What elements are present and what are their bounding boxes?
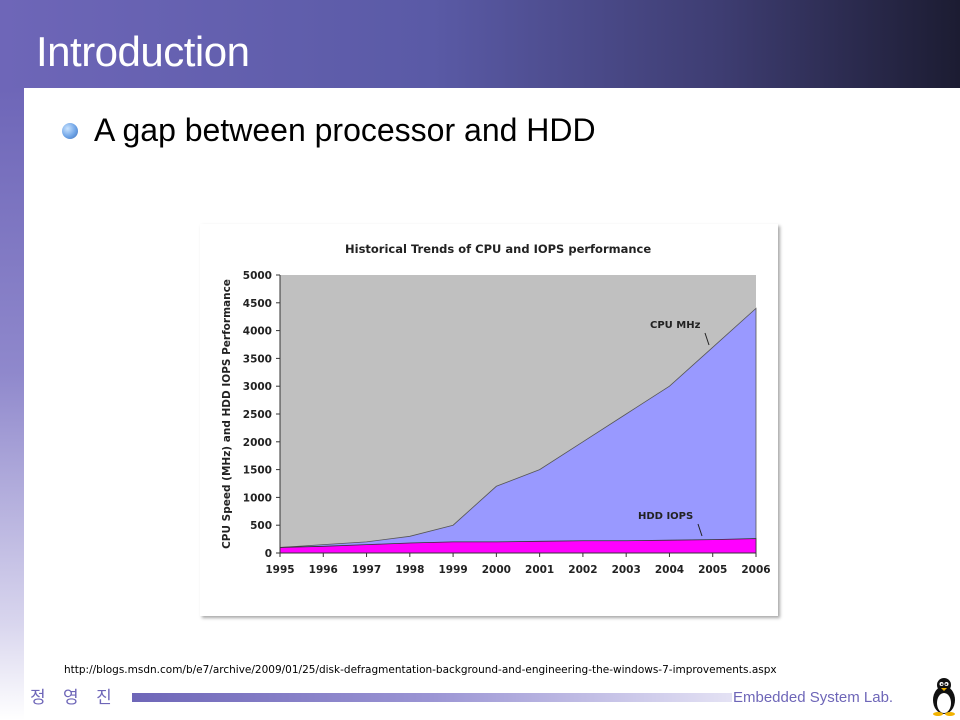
- chart-figure: Historical Trends of CPU and IOPS perfor…: [200, 224, 778, 616]
- y-tick-label: 1500: [243, 465, 272, 477]
- penguin-logo-icon: [933, 678, 955, 716]
- x-tick-label: 2002: [568, 564, 597, 576]
- x-tick-label: 2006: [741, 564, 770, 576]
- author-name: 정 영 진: [30, 688, 118, 708]
- x-tick-label: 1995: [265, 564, 294, 576]
- chart-title: Historical Trends of CPU and IOPS perfor…: [345, 242, 651, 256]
- lab-name: Embedded System Lab.: [733, 689, 894, 706]
- chart-svg: Historical Trends of CPU and IOPS perfor…: [221, 242, 771, 576]
- hdd-label-pointer: [697, 523, 703, 537]
- source-url: http://blogs.msdn.com/b/e7/archive/2009/…: [64, 664, 777, 676]
- x-tick-label: 1997: [352, 564, 381, 576]
- x-tick-label: 1996: [309, 564, 338, 576]
- cpu-label-pointer: [704, 332, 710, 346]
- x-tick-label: 2003: [612, 564, 641, 576]
- y-tick-label: 3500: [243, 353, 272, 365]
- x-tick-label: 1999: [438, 564, 467, 576]
- y-tick-label: 2500: [243, 409, 272, 421]
- y-axis-label: CPU Speed (MHz) and HDD IOPS Performance: [221, 279, 233, 549]
- y-tick-label: 500: [250, 520, 272, 532]
- left-decor-band: [0, 88, 24, 720]
- x-tick-label: 2005: [698, 564, 727, 576]
- y-tick-label: 4500: [243, 298, 272, 310]
- y-tick-label: 2000: [243, 437, 272, 449]
- hdd-iops-area: [279, 538, 757, 554]
- y-tick-label: 5000: [243, 270, 272, 282]
- x-tick-label: 1998: [395, 564, 424, 576]
- bullet-item: A gap between processor and HDD: [62, 112, 596, 149]
- hdd-series-label: HDD IOPS: [638, 511, 693, 522]
- footer-bar: [132, 693, 732, 702]
- cpu-series-label: CPU MHz: [650, 320, 701, 331]
- y-tick-label: 3000: [243, 381, 272, 393]
- x-tick-label: 2001: [525, 564, 554, 576]
- bullet-dot-icon: [62, 122, 78, 139]
- x-tick-label: 2004: [655, 564, 684, 576]
- y-tick-label: 1000: [243, 492, 272, 504]
- x-tick-label: 2000: [482, 564, 511, 576]
- title-bar: [0, 0, 960, 88]
- bullet-text: A gap between processor and HDD: [94, 112, 596, 148]
- y-tick-label: 4000: [243, 326, 272, 338]
- slide-title: Introduction: [36, 28, 250, 75]
- cpu-mhz-area: [279, 307, 757, 554]
- y-tick-label: 0: [265, 548, 272, 560]
